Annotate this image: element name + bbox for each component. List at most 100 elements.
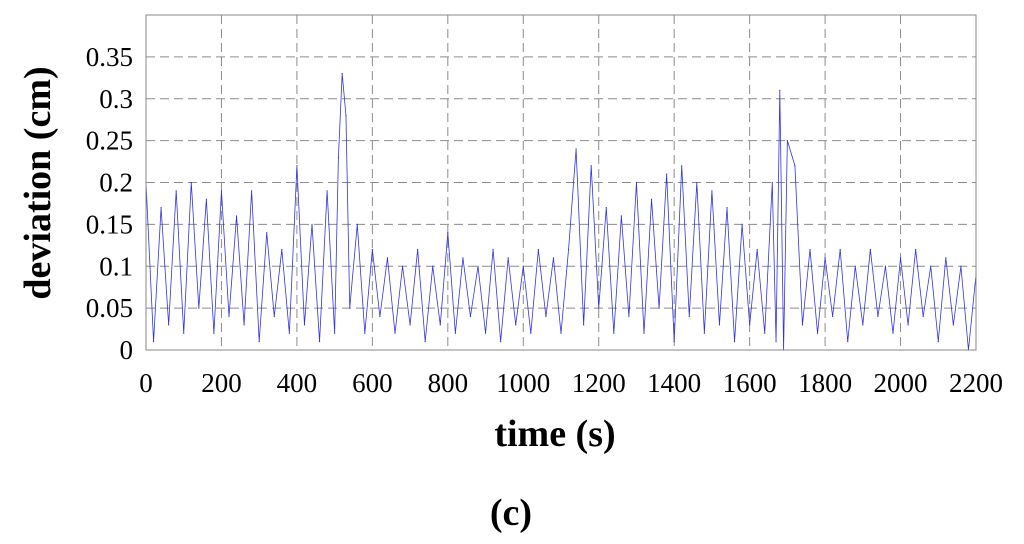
data-point bbox=[635, 181, 638, 184]
data-point bbox=[160, 207, 162, 209]
x-tick-label: 800 bbox=[428, 368, 469, 398]
data-point bbox=[688, 315, 690, 318]
data-point bbox=[401, 265, 404, 267]
data-point bbox=[152, 341, 155, 343]
data-point bbox=[205, 198, 207, 200]
data-point bbox=[266, 232, 268, 234]
data-point bbox=[311, 223, 313, 225]
data-point bbox=[334, 332, 336, 334]
data-point bbox=[356, 223, 358, 225]
data-point bbox=[345, 114, 347, 117]
data-point bbox=[847, 341, 849, 343]
data-point bbox=[696, 181, 698, 184]
y-axis-ticks: 0 0.05 0.1 0.15 0.2 0.25 0.3 0.35 bbox=[86, 42, 133, 365]
x-tick-label: 400 bbox=[277, 368, 318, 398]
data-point bbox=[168, 324, 170, 326]
y-tick-label: 0.25 bbox=[86, 126, 133, 156]
data-point bbox=[243, 324, 245, 326]
y-tick-label: 0.05 bbox=[86, 293, 133, 323]
data-point bbox=[190, 181, 192, 184]
data-point bbox=[560, 332, 562, 334]
y-tick-label: 0.15 bbox=[86, 209, 133, 239]
data-point bbox=[922, 315, 924, 318]
data-point bbox=[394, 332, 396, 334]
data-point bbox=[432, 265, 434, 267]
data-point bbox=[213, 332, 215, 334]
data-point bbox=[628, 315, 630, 318]
data-point bbox=[251, 190, 253, 192]
x-tick-label: 600 bbox=[352, 368, 393, 398]
data-point bbox=[477, 265, 479, 267]
data-point bbox=[703, 332, 705, 334]
data-point bbox=[884, 265, 887, 267]
data-point bbox=[673, 341, 675, 343]
data-point bbox=[318, 341, 321, 343]
data-point bbox=[220, 190, 223, 192]
panel-label: (c) bbox=[490, 492, 532, 534]
data-point bbox=[907, 324, 909, 326]
data-point bbox=[409, 324, 411, 326]
x-tick-label: 1400 bbox=[647, 368, 701, 398]
data-point bbox=[718, 324, 721, 326]
data-point bbox=[484, 332, 487, 334]
x-axis-ticks: 0 200 400 600 800 1000 1200 1400 1600 1800 2000 220… bbox=[139, 368, 1003, 398]
data-point bbox=[937, 341, 939, 343]
data-point bbox=[605, 207, 607, 209]
grid bbox=[146, 15, 976, 350]
data-point bbox=[620, 215, 622, 217]
data-point bbox=[877, 315, 879, 318]
data-point bbox=[952, 324, 954, 326]
data-point bbox=[801, 324, 804, 326]
x-axis-label: time (s) bbox=[494, 413, 615, 455]
data-point bbox=[824, 257, 826, 259]
data-point bbox=[507, 257, 509, 259]
data-point bbox=[794, 165, 796, 167]
data-point bbox=[711, 190, 713, 192]
x-tick-label: 200 bbox=[201, 368, 242, 398]
data-point bbox=[371, 248, 373, 251]
data-point bbox=[552, 257, 555, 259]
data-point bbox=[862, 324, 864, 326]
data-point bbox=[439, 324, 441, 326]
data-point bbox=[258, 341, 260, 343]
x-tick-label: 2200 bbox=[949, 368, 1003, 398]
data-point bbox=[945, 257, 947, 259]
x-tick-label: 1000 bbox=[496, 368, 550, 398]
y-tick-label: 0.3 bbox=[99, 84, 133, 114]
x-tick-label: 1800 bbox=[798, 368, 852, 398]
data-point bbox=[779, 89, 781, 91]
data-point bbox=[854, 265, 856, 267]
data-point bbox=[337, 156, 340, 158]
data-point bbox=[175, 190, 177, 192]
data-point bbox=[462, 257, 464, 259]
data-point bbox=[515, 324, 517, 326]
data-point bbox=[296, 165, 298, 167]
data-point bbox=[424, 341, 426, 343]
x-tick-label: 1200 bbox=[572, 368, 626, 398]
data-point bbox=[500, 341, 502, 343]
y-tick-label: 0 bbox=[120, 335, 134, 365]
data-point bbox=[198, 307, 200, 309]
data-point bbox=[775, 341, 777, 343]
data-point bbox=[228, 315, 230, 318]
data-point bbox=[650, 198, 653, 200]
x-tick-label: 1600 bbox=[723, 368, 777, 398]
data-point bbox=[575, 148, 577, 150]
data-point bbox=[915, 248, 917, 251]
x-tick-label: 0 bbox=[139, 368, 153, 398]
data-point bbox=[741, 223, 743, 225]
y-tick-label: 0.35 bbox=[86, 42, 133, 72]
data-point bbox=[492, 248, 494, 251]
data-point bbox=[658, 307, 660, 309]
data-point bbox=[771, 181, 773, 184]
data-point bbox=[681, 165, 683, 167]
data-point bbox=[726, 207, 728, 209]
data-point bbox=[469, 315, 472, 318]
data-point bbox=[417, 248, 419, 251]
data-point bbox=[537, 248, 539, 251]
data-point bbox=[899, 257, 902, 259]
data-point bbox=[454, 332, 456, 334]
data-point bbox=[869, 248, 871, 251]
data-point bbox=[341, 73, 343, 75]
